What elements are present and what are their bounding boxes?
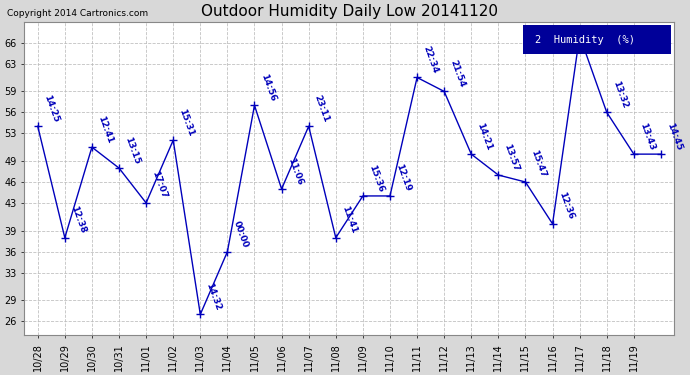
Text: 11:41: 11:41	[340, 205, 358, 235]
Text: 15:47: 15:47	[530, 149, 548, 179]
Text: 12:41: 12:41	[96, 114, 115, 144]
Text: 2  Humidity  (%): 2 Humidity (%)	[535, 34, 635, 45]
Text: 23:11: 23:11	[313, 93, 331, 123]
Text: 12:38: 12:38	[69, 205, 87, 235]
Text: 12:19: 12:19	[394, 163, 413, 193]
Title: Outdoor Humidity Daily Low 20141120: Outdoor Humidity Daily Low 20141120	[201, 4, 497, 19]
Text: 14:25: 14:25	[42, 93, 60, 123]
Text: 15:31: 15:31	[177, 108, 196, 137]
Text: 00:00: 00:00	[232, 219, 250, 249]
Text: 13:15: 13:15	[124, 135, 141, 165]
Text: 14:45: 14:45	[665, 121, 683, 152]
Text: 13:43: 13:43	[638, 121, 656, 152]
Text: 11:06: 11:06	[286, 156, 304, 186]
Text: 13:57: 13:57	[502, 142, 521, 172]
Text: 17:07: 17:07	[150, 170, 168, 200]
Text: 12:36: 12:36	[557, 191, 575, 221]
Text: 13:32: 13:32	[611, 80, 629, 110]
Text: 22:34: 22:34	[421, 45, 440, 75]
Text: 14:56: 14:56	[259, 72, 277, 103]
Text: 14:21: 14:21	[475, 121, 494, 152]
Text: 2: 2	[584, 24, 594, 33]
Text: 15:36: 15:36	[367, 163, 385, 193]
Text: 21:54: 21:54	[448, 58, 466, 88]
Text: 14:32: 14:32	[204, 282, 223, 312]
Text: Copyright 2014 Cartronics.com: Copyright 2014 Cartronics.com	[7, 9, 148, 18]
